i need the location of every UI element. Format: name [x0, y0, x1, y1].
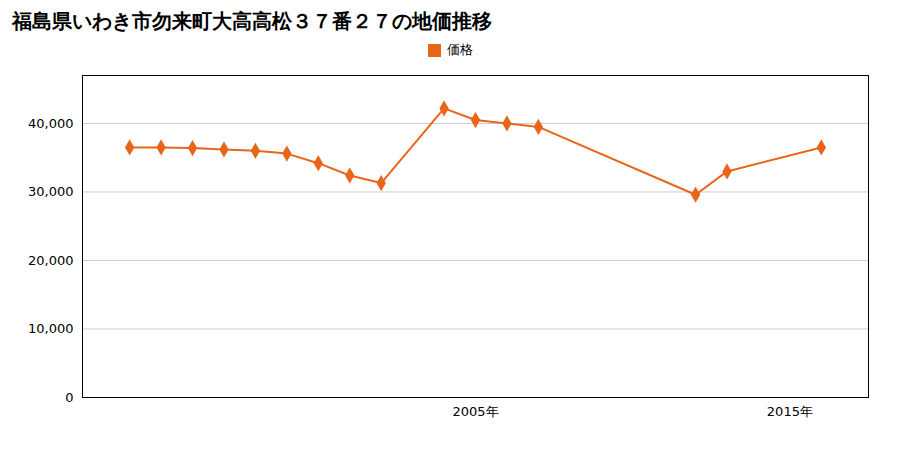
- svg-text:40,000: 40,000: [28, 116, 74, 131]
- svg-text:10,000: 10,000: [28, 321, 74, 336]
- svg-text:2005年: 2005年: [452, 404, 498, 419]
- svg-text:20,000: 20,000: [28, 253, 74, 268]
- svg-text:0: 0: [65, 390, 73, 405]
- svg-text:2015年: 2015年: [767, 404, 813, 419]
- svg-text:30,000: 30,000: [28, 184, 74, 199]
- html-text:福島県いわき市勿来町大高高松３７番２７の地価推移: 福島県いわき市勿来町大高高松３７番２７の地価推移: [12, 9, 492, 33]
- html-text:価格: 価格: [446, 42, 473, 57]
